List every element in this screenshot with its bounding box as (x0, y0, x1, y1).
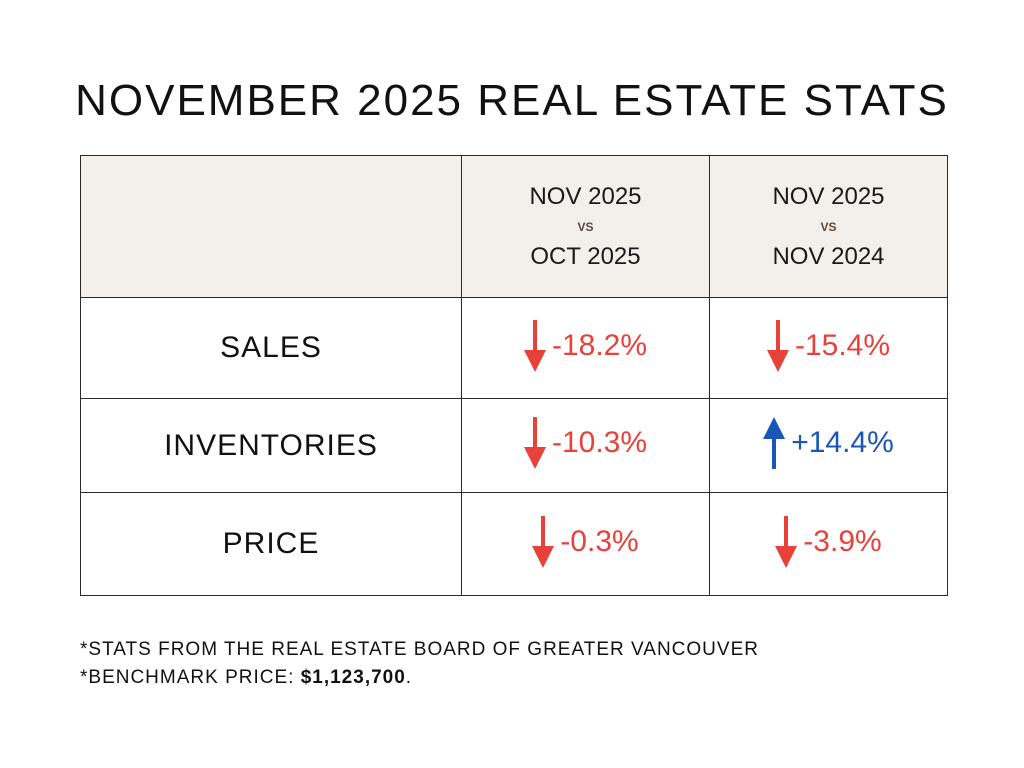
benchmark-value: $1,123,700 (300, 667, 406, 688)
header-col-b-vs: VS (820, 219, 837, 234)
header-empty-cell (80, 155, 462, 298)
header-col-a-line1: NOV 2025 (529, 182, 642, 210)
header-col-a-line2: OCT 2025 (530, 242, 641, 270)
value-sales-mom: -18.2% (551, 328, 648, 362)
value-price-mom: -0.3% (560, 524, 639, 558)
cell-sales-mom: -18.2% (461, 297, 710, 399)
arrow-down-icon (523, 417, 546, 469)
cell-price-mom: -0.3% (461, 492, 710, 596)
value-price-yoy: -3.9% (803, 524, 882, 558)
value-inventories-yoy: +14.4% (791, 426, 894, 459)
header-col-month-over-month: NOV 2025 VS OCT 2025 (461, 155, 710, 298)
value-inventories-mom: -10.3% (551, 426, 648, 459)
cell-inventories-yoy: +14.4% (709, 398, 948, 493)
page-title: NOVEMBER 2025 REAL ESTATE STATS (75, 76, 949, 125)
header-col-year-over-year: NOV 2025 VS NOV 2024 (709, 155, 948, 298)
footnote-benchmark: *BENCHMARK PRICE: $1,123,700. (80, 664, 759, 692)
cell-inventories-mom: -10.3% (461, 398, 710, 493)
stats-table: NOV 2025 VS OCT 2025 NOV 2025 VS NOV 202… (80, 155, 948, 596)
table-row-sales: SALES -18.2% -15.4% (80, 297, 948, 399)
arrow-up-icon (763, 417, 786, 469)
row-label-price: PRICE (80, 492, 462, 596)
benchmark-suffix: . (405, 667, 413, 688)
arrow-down-icon (532, 515, 555, 568)
arrow-down-icon (775, 515, 798, 568)
arrow-down-icon (523, 319, 546, 372)
table-header-row: NOV 2025 VS OCT 2025 NOV 2025 VS NOV 202… (80, 155, 948, 298)
row-label-inventories: INVENTORIES (80, 398, 462, 493)
value-sales-yoy: -15.4% (794, 328, 891, 362)
cell-sales-yoy: -15.4% (709, 297, 948, 399)
footnotes: *STATS FROM THE REAL ESTATE BOARD OF GRE… (80, 636, 759, 692)
benchmark-label: *BENCHMARK PRICE: (80, 667, 301, 688)
header-col-b-line1: NOV 2025 (772, 182, 885, 210)
cell-price-yoy: -3.9% (709, 492, 948, 596)
arrow-down-icon (766, 319, 789, 372)
footnote-source: *STATS FROM THE REAL ESTATE BOARD OF GRE… (80, 639, 759, 660)
header-col-a-vs: VS (577, 219, 594, 234)
row-label-sales: SALES (80, 297, 462, 399)
table-row-inventories: INVENTORIES -10.3% +14.4% (80, 398, 948, 493)
header-col-b-line2: NOV 2024 (772, 242, 885, 270)
table-row-price: PRICE -0.3% -3.9% (80, 492, 948, 596)
